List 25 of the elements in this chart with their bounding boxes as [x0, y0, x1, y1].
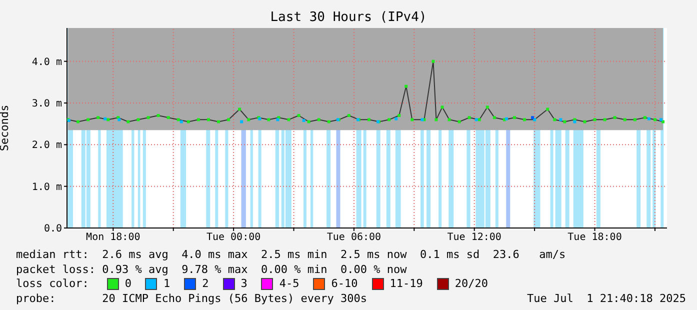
- legend-label: 4-5: [278, 277, 300, 292]
- legend-label: 3: [240, 277, 248, 292]
- y-tick-label: 1.0 m: [32, 182, 62, 193]
- chart-title: Last 30 Hours (IPv4): [269, 10, 428, 25]
- y-axis-title: Seconds: [0, 104, 11, 152]
- y-tick-label: 2.0 m: [32, 140, 62, 152]
- y-tick-label: 0.0: [44, 224, 62, 235]
- text: Tue Jul 1 21:40:18 2025: [527, 292, 686, 306]
- legend-label: 2: [201, 277, 209, 292]
- legend-label: 0: [124, 277, 132, 292]
- x-tick-label: Mon 18:00: [86, 232, 140, 244]
- text: median rtt: 2.6 ms avg 4.0 ms max 2.5 ms min 2.5 ms now 0.1 ms sd 23.6 am/s: [16, 248, 567, 262]
- x-tick-label: Tue 12:00: [447, 232, 502, 244]
- text: packet loss: 0.93 % avg 9.78 % max 0.00 % min 0.00 % now: [16, 262, 408, 277]
- text: probe: 20 ICMP Echo Pings (56 Bytes) every 300s: [16, 292, 367, 306]
- legend-label: 6-10: [330, 277, 358, 292]
- y-tick-label: 3.0 m: [32, 98, 62, 110]
- legend-title: loss color:: [16, 277, 89, 292]
- x-tick-label: Tue 18:00: [568, 232, 622, 244]
- legend-label: 20/20: [454, 277, 488, 292]
- legend-label: 1: [162, 277, 170, 292]
- legend-label: 11-19: [388, 277, 423, 292]
- y-tick-label: 4.0 m: [32, 56, 62, 68]
- x-tick-label: Tue 06:00: [326, 232, 382, 244]
- x-tick-label: Tue 00:00: [206, 232, 261, 244]
